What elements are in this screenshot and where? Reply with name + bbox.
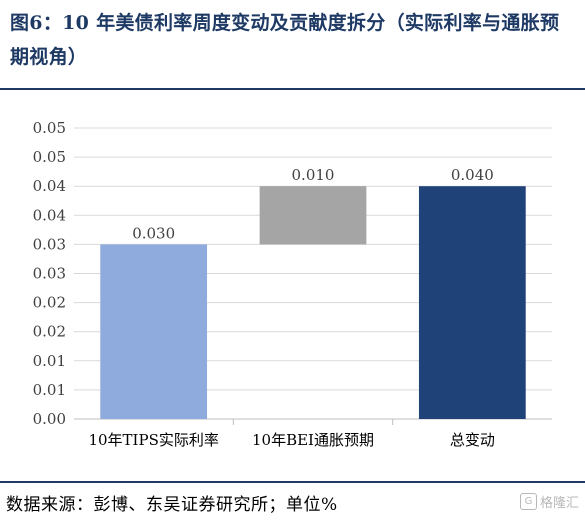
y-tick-label: 0.03 bbox=[33, 265, 66, 283]
y-tick-label: 0.04 bbox=[33, 206, 66, 224]
chart-title: 图6：10 年美债利率周度变动及贡献度拆分（实际利率与通胀预期视角） bbox=[10, 12, 560, 68]
y-tick-label: 0.03 bbox=[33, 235, 66, 253]
source-divider bbox=[0, 481, 585, 483]
bars bbox=[100, 186, 526, 419]
y-tick-label: 0.04 bbox=[33, 177, 66, 195]
y-axis-ticks: 0.00 0.01 0.01 0.02 0.02 0.03 0.03 0.04 0.04 0.05… bbox=[33, 119, 66, 428]
y-tick-label: 0.02 bbox=[33, 294, 66, 312]
y-tick-label: 0.01 bbox=[33, 352, 66, 370]
bar bbox=[259, 186, 367, 245]
x-axis-ticks: 10年TIPS实际利率 10年BEI通胀预期 总变动 bbox=[88, 419, 495, 449]
source-note: 数据来源：彭博、东吴证券研究所；单位% bbox=[6, 495, 338, 515]
watermark-logo-icon: G bbox=[519, 493, 537, 510]
y-tick-label: 0.05 bbox=[33, 119, 66, 137]
waterfall-chart: 0.00 0.01 0.01 0.02 0.02 0.03 0.03 0.04 0.04 0.05… bbox=[33, 119, 552, 449]
data-labels: 0.030 0.010 0.040 bbox=[132, 166, 494, 242]
y-tick-label: 0.01 bbox=[33, 381, 66, 399]
y-tick-label: 0.00 bbox=[33, 410, 66, 428]
title-divider bbox=[0, 88, 585, 90]
watermark-text: 格隆汇 bbox=[539, 496, 579, 511]
x-tick-label: 10年BEI通胀预期 bbox=[252, 431, 374, 449]
data-label: 0.040 bbox=[451, 166, 494, 184]
y-tick-label: 0.02 bbox=[33, 323, 66, 341]
x-tick-label: 总变动 bbox=[450, 431, 495, 449]
bar bbox=[418, 186, 526, 419]
watermark: G 格隆汇 bbox=[519, 492, 579, 511]
data-label: 0.010 bbox=[292, 166, 335, 184]
bar bbox=[100, 244, 208, 419]
data-label: 0.030 bbox=[132, 224, 175, 242]
y-tick-label: 0.05 bbox=[33, 148, 66, 166]
x-tick-label: 10年TIPS实际利率 bbox=[88, 431, 218, 449]
